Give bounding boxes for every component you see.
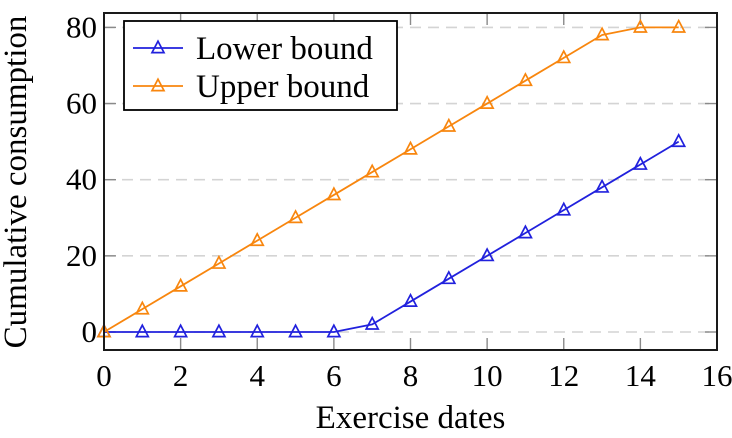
legend-marker-0: [150, 39, 166, 54]
y-tick-label: 80: [66, 9, 97, 44]
series-0-marker: [556, 201, 572, 216]
y-tick-label: 60: [66, 86, 97, 121]
series-0-marker: [403, 292, 418, 307]
x-tick-label: 10: [472, 358, 503, 393]
x-tick-label: 14: [625, 358, 657, 393]
series-0-marker: [288, 323, 303, 338]
series-0-marker: [326, 323, 342, 338]
series-0-marker: [671, 132, 687, 148]
series-1-marker: [632, 18, 648, 33]
series-1-marker: [364, 163, 380, 178]
series-1-marker: [211, 254, 227, 269]
y-tick-label: 20: [66, 238, 97, 273]
series-1-marker: [326, 186, 342, 201]
legend-label-0: Lower bound: [196, 31, 373, 67]
series-1-marker: [671, 18, 687, 33]
series-1-marker: [556, 49, 572, 64]
y-tick-label: 40: [66, 162, 97, 197]
x-tick-label: 2: [173, 358, 189, 393]
legend-marker-1: [150, 77, 166, 92]
series-0-marker: [211, 323, 227, 338]
series-1-marker: [249, 231, 265, 247]
x-axis-label: Exercise dates: [316, 400, 506, 436]
series-0-marker: [632, 155, 648, 170]
y-axis-label: Cumulative consumption: [0, 16, 34, 349]
series-1-marker: [134, 300, 150, 315]
x-tick-label: 4: [250, 358, 266, 393]
series-0-marker: [173, 323, 189, 338]
series-0-marker: [249, 323, 265, 338]
y-tick-label: 0: [82, 314, 98, 349]
legend-label-1: Upper bound: [196, 69, 370, 105]
series-0-marker: [441, 270, 457, 285]
series-1-marker: [479, 94, 495, 110]
series-0-marker: [134, 323, 150, 338]
series-0-marker: [518, 224, 533, 239]
series-1-marker: [594, 26, 610, 41]
series-0-marker: [594, 178, 610, 193]
series-1-marker: [173, 277, 189, 292]
x-tick-label: 12: [548, 358, 579, 393]
axis-frame: [103, 12, 718, 351]
series-1-marker: [441, 117, 457, 132]
series-1-marker: [518, 72, 533, 87]
x-tick-label: 6: [326, 358, 342, 393]
series-line-1: [103, 26, 679, 333]
legend-box: [123, 20, 398, 111]
series-line-0: [104, 140, 680, 333]
x-tick-label: 0: [96, 358, 112, 393]
series-1-marker: [403, 140, 418, 155]
series-1-marker: [288, 209, 303, 224]
x-tick-label: 8: [403, 358, 419, 393]
series-0-marker: [364, 315, 380, 330]
x-tick-label: 16: [702, 358, 732, 393]
series-0-marker: [479, 247, 495, 262]
